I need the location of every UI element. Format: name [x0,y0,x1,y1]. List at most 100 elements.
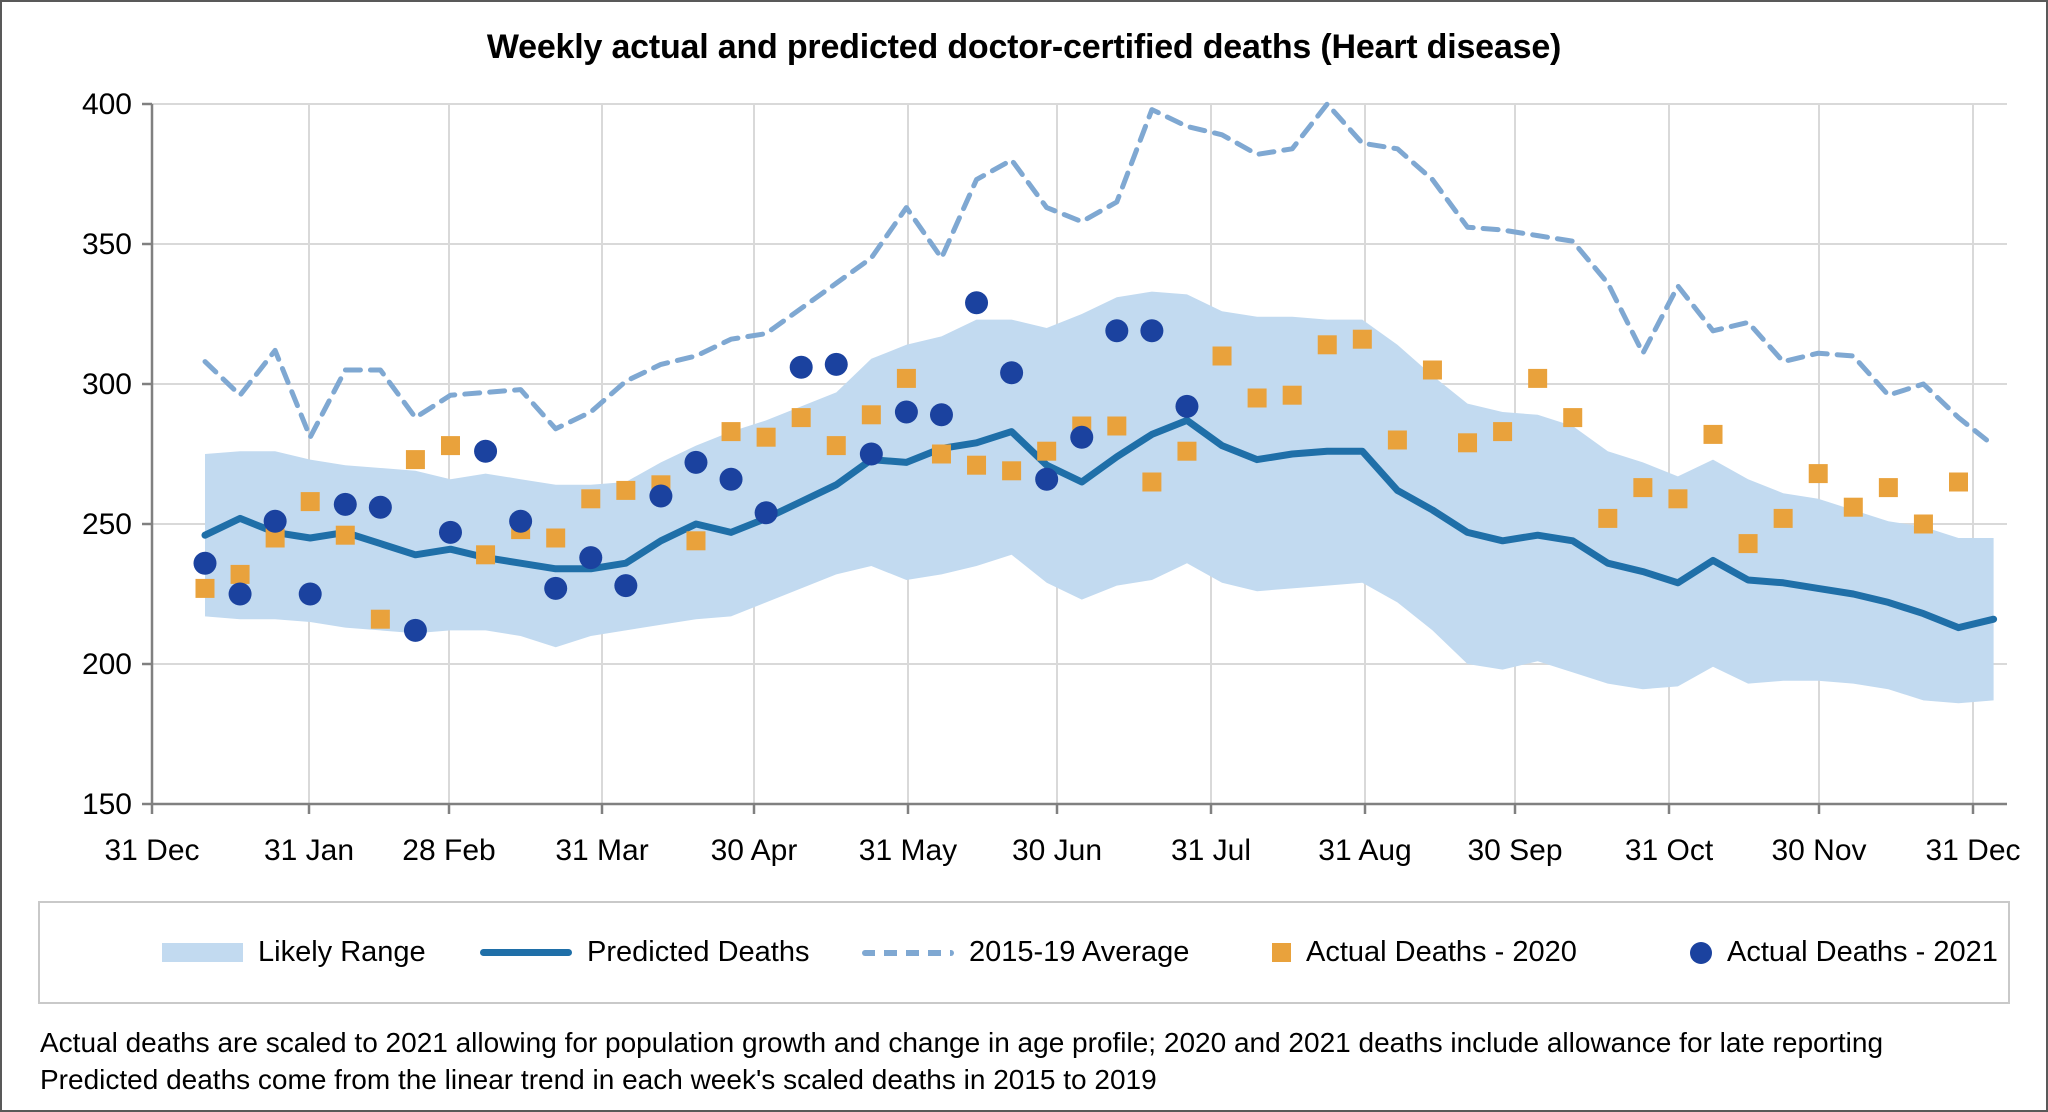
actual-2021-point [649,484,673,508]
actual-2020-point [791,408,811,428]
actual-2020-point [335,525,355,545]
x-tick-label: 31 Aug [1318,834,1411,867]
average-2015-19-line [202,101,1997,449]
x-tick-label: 31 Jul [1171,834,1251,867]
actual-2021-point [438,520,462,544]
legend: Likely Range Predicted Deaths 2015-19 Av… [38,901,2010,1004]
actual-2021-point [1175,394,1199,418]
legend-label-likely-range: Likely Range [258,936,426,968]
deaths-2021-circle-marker-icon [1690,941,1712,964]
actual-2021-point [789,355,813,379]
actual-2020-point [756,427,776,447]
legend-item-likely-range: Likely Range [162,903,426,1002]
actual-2020-point [1668,489,1688,509]
actual-2021-point [579,546,603,570]
actual-2020-point [1247,388,1267,408]
legend-label-2015-19-average: 2015-19 Average [969,936,1190,968]
actual-2020-point [1387,430,1407,450]
actual-2020-point [1949,472,1968,492]
actual-2020-point [1177,441,1197,461]
actual-2020-point [1282,385,1302,405]
actual-2020-point [616,480,636,500]
actual-2021-point [824,352,848,376]
actual-2020-point [581,489,601,509]
actual-2020-point [1633,478,1653,498]
x-tick-label: 30 Sep [1467,834,1562,867]
actual-2020-point [405,450,425,470]
actual-2020-point [826,436,846,456]
legend-label-actual-2020: Actual Deaths - 2020 [1306,936,1577,968]
actual-2021-point [965,291,989,315]
x-tick-label: 30 Apr [711,834,798,867]
actual-2021-point [263,509,287,533]
actual-2021-point [1105,319,1129,343]
actual-2020-point [1458,433,1478,453]
y-tick-label: 300 [82,368,132,401]
actual-2020-point [861,405,881,425]
actual-2020-point [1563,408,1583,428]
likely-range-swatch-icon [162,943,243,962]
actual-2021-point [333,492,357,516]
actual-2021-point [403,618,427,642]
actual-2021-point [894,400,918,424]
actual-2021-point [509,509,533,533]
legend-label-predicted-deaths: Predicted Deaths [587,936,810,968]
footnote-line-1: Actual deaths are scaled to 2021 allowin… [40,1027,1884,1058]
actual-2020-point [195,578,215,598]
x-tick-label: 31 Dec [104,834,199,867]
actual-2020-point [1317,335,1337,355]
actual-2020-point [1703,424,1723,444]
actual-2021-point [929,403,953,427]
actual-2021-point [1140,319,1164,343]
actual-2020-point [265,528,285,548]
x-tick-label: 31 Oct [1625,834,1714,867]
y-tick-label: 350 [82,228,132,261]
actual-2020-point [370,609,390,629]
footnote-line-2: Predicted deaths come from the linear tr… [40,1064,1157,1095]
average-dashed-marker-icon [862,949,954,956]
x-tick-label: 28 Feb [402,834,495,867]
actual-2020-point [1212,346,1232,366]
actual-2020-point [546,528,566,548]
legend-item-predicted-deaths: Predicted Deaths [480,903,809,1002]
likely-range-band [205,291,1994,704]
actual-2020-point [721,422,741,442]
actual-2020-point [1002,461,1022,481]
actual-2021-point [614,574,638,598]
y-tick-label: 250 [82,508,132,541]
legend-label-actual-2021: Actual Deaths - 2021 [1727,936,1998,968]
actual-2020-point [1493,422,1513,442]
actual-2020-point [1843,497,1863,517]
actual-2020-point [1352,329,1372,349]
actual-2020-point [1598,508,1618,528]
actual-2020-point [967,455,987,475]
predicted-line-marker-icon [480,949,572,956]
actual-2020-point [1808,464,1828,484]
actual-2020-point [1037,441,1057,461]
legend-item-actual-2021: Actual Deaths - 2021 [1690,903,1998,1002]
legend-item-2015-19-average: 2015-19 Average [862,903,1189,1002]
actual-2021-point [474,439,498,463]
actual-2020-point [1107,416,1127,436]
actual-2021-point [719,467,743,491]
actual-2020-point [1773,508,1793,528]
actual-2020-point [1528,368,1548,388]
actual-2021-point [1000,361,1024,385]
actual-2021-point [298,582,322,606]
x-tick-label: 31 May [859,834,957,867]
actual-2020-point [686,531,706,551]
x-tick-label: 31 Mar [555,834,648,867]
actual-2021-point [859,442,883,466]
actual-2021-point [684,450,708,474]
deaths-2020-square-marker-icon [1272,943,1291,962]
actual-2020-point [476,545,496,565]
actual-2020-point [931,444,951,464]
legend-item-actual-2020: Actual Deaths - 2020 [1272,903,1577,1002]
predicted-deaths-line [201,416,1998,632]
actual-2020-point [1422,360,1442,380]
footnotes: Actual deaths are scaled to 2021 allowin… [40,1024,2020,1098]
x-tick-label: 30 Nov [1771,834,1866,867]
actual-2021-point [193,551,217,575]
actual-2021-point [544,576,568,600]
